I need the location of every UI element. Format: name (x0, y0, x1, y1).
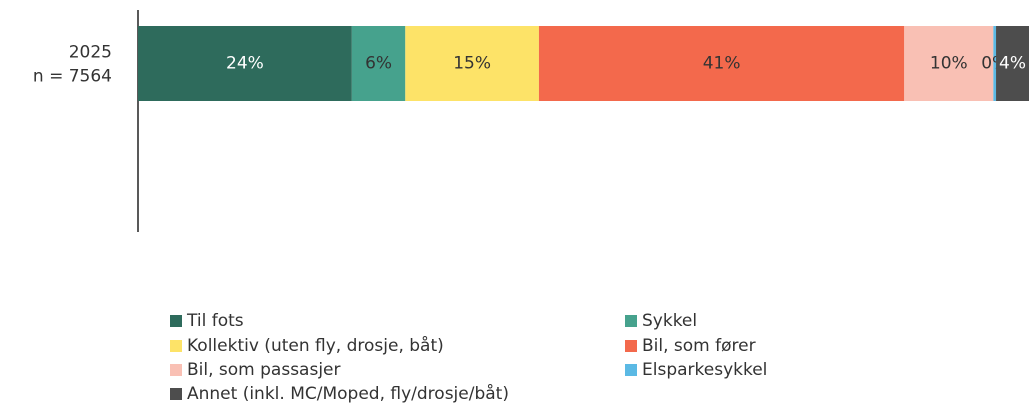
legend-swatch (170, 315, 182, 327)
legend-label: Annet (inkl. MC/Moped, fly/drosje/båt) (187, 383, 509, 404)
legend-label: Bil, som passasjer (187, 360, 341, 380)
legend-swatch (625, 315, 637, 327)
bar-segment (351, 26, 406, 101)
legend-swatch (625, 364, 637, 376)
y-tick-label: n = 7564 (33, 67, 112, 87)
legend-label: Til fots (186, 311, 244, 331)
legend-label: Kollektiv (uten fly, drosje, båt) (187, 335, 444, 356)
bar-segment (904, 26, 994, 101)
legend-label: Sykkel (642, 311, 697, 331)
legend-swatch (170, 388, 182, 400)
bar-segment (405, 26, 539, 101)
data-label: 41% (703, 54, 741, 74)
legend-label: Bil, som fører (642, 336, 756, 356)
data-label: 15% (453, 54, 491, 74)
data-label: 6% (365, 54, 392, 74)
legend-swatch (170, 364, 182, 376)
bar-segment (538, 26, 905, 101)
legend-swatch (625, 340, 637, 352)
bar-segment (996, 26, 1029, 101)
bar-segment (993, 26, 997, 101)
bar-segment (138, 26, 352, 101)
legend-swatch (170, 340, 182, 352)
y-tick-label: 2025 (69, 43, 112, 63)
data-label: 24% (226, 54, 264, 74)
data-label: 10% (930, 54, 968, 74)
legend-label: Elsparkesykkel (642, 360, 767, 380)
data-label: 4% (999, 54, 1026, 74)
